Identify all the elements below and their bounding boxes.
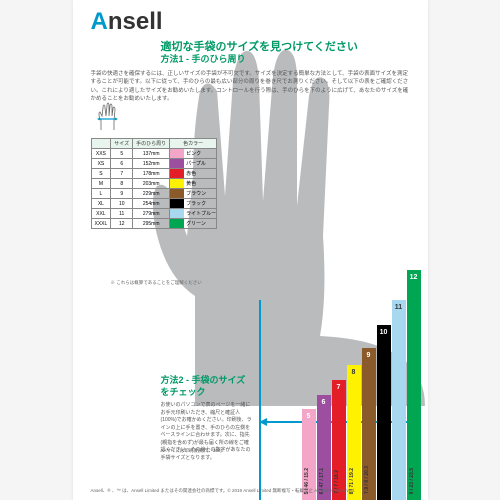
cell-color: ブラック (170, 199, 217, 209)
cell-name: S (91, 169, 111, 179)
size-bar-tab: 5 (302, 409, 316, 423)
cell-color: ブラウン (170, 189, 217, 199)
size-bar-tab: 11 (392, 300, 406, 314)
cell-size: 11 (111, 209, 133, 219)
cell-circ: 279mm (133, 209, 170, 219)
th-blank (91, 139, 111, 149)
th-color: 色カラー (170, 139, 217, 149)
cell-name: L (91, 189, 111, 199)
cell-name: XS (91, 159, 111, 169)
cell-circ: 229mm (133, 189, 170, 199)
size-bars-group: 55 / 46 / 15.266 / 47 / 17.177 / 7 / 18.… (218, 0, 418, 500)
brand-logo: Ansell (91, 8, 163, 36)
copyright-text: Ansell、® 、™ は、Ansell Limited またはその関連会社の商… (91, 488, 411, 494)
cell-name: XXS (91, 149, 111, 159)
cell-name: M (91, 179, 111, 189)
size-table: サイズ 手のひら周り 色カラー XXS5137mmピンクXS6152mmパープル… (91, 138, 218, 229)
cell-color: 黄色 (170, 179, 217, 189)
size-bar-11: 11 (392, 314, 406, 500)
size-bar-tab: 6 (317, 395, 331, 409)
table-row: XXS5137mmピンク (91, 149, 217, 159)
size-bar-tab: 12 (407, 270, 421, 284)
cell-size: 5 (111, 149, 133, 159)
table-row: XL10254mmブラック (91, 199, 217, 209)
size-bar-12: 129 / 23 / 23.5 (407, 284, 421, 500)
size-bar-tab: 7 (332, 380, 346, 394)
hand-measure-icon (97, 100, 123, 130)
cell-size: 7 (111, 169, 133, 179)
cell-size: 9 (111, 189, 133, 199)
cell-color: ピンク (170, 149, 217, 159)
th-size: サイズ (111, 139, 133, 149)
cell-size: 12 (111, 219, 133, 229)
size-bar-10: 10 (377, 339, 391, 500)
cell-color: 赤色 (170, 169, 217, 179)
cell-color: グリーン (170, 219, 217, 229)
table-header-row: サイズ 手のひら周り 色カラー (91, 139, 217, 149)
cell-circ: 178mm (133, 169, 170, 179)
table-row: S7178mm赤色 (91, 169, 217, 179)
size-bar-tab: 8 (347, 365, 361, 379)
cell-circ: 203mm (133, 179, 170, 189)
table-row: XXL11279mmライトブルー (91, 209, 217, 219)
table-row: M8203mm黄色 (91, 179, 217, 189)
table-footnote: ※ これらは概算であることをご理解ください (111, 280, 202, 286)
cell-size: 8 (111, 179, 133, 189)
size-bar-tab: 9 (362, 348, 376, 362)
cell-name: XXL (91, 209, 111, 219)
size-bar-7: 77 / 7 / 18.2 (332, 394, 346, 500)
logo-first-letter: A (91, 8, 108, 35)
cell-color: ライトブルー (170, 209, 217, 219)
cell-name: XXXL (91, 219, 111, 229)
table-row: XXXL12295mmグリーン (91, 219, 217, 229)
table-row: L9229mmブラウン (91, 189, 217, 199)
cell-color: パープル (170, 159, 217, 169)
cell-circ: 137mm (133, 149, 170, 159)
size-bar-9: 97.9 / 8 / 20.3 (362, 362, 376, 500)
cell-name: XL (91, 199, 111, 209)
cell-circ: 295mm (133, 219, 170, 229)
size-bar-6: 66 / 47 / 17.1 (317, 409, 331, 500)
cell-size: 6 (111, 159, 133, 169)
sizing-chart-page: Ansell 適切な手袋のサイズを見つけてください 方法1 - 手のひら周り 手… (73, 0, 428, 500)
table-row: XS6152mmパープル (91, 159, 217, 169)
size-bar-tab: 10 (377, 325, 391, 339)
logo-rest: nsell (108, 8, 163, 35)
cell-circ: 254mm (133, 199, 170, 209)
cell-size: 10 (111, 199, 133, 209)
cell-circ: 152mm (133, 159, 170, 169)
size-bar-8: 88 / 71 / 19.2 (347, 379, 361, 500)
th-circ: 手のひら周り (133, 139, 170, 149)
